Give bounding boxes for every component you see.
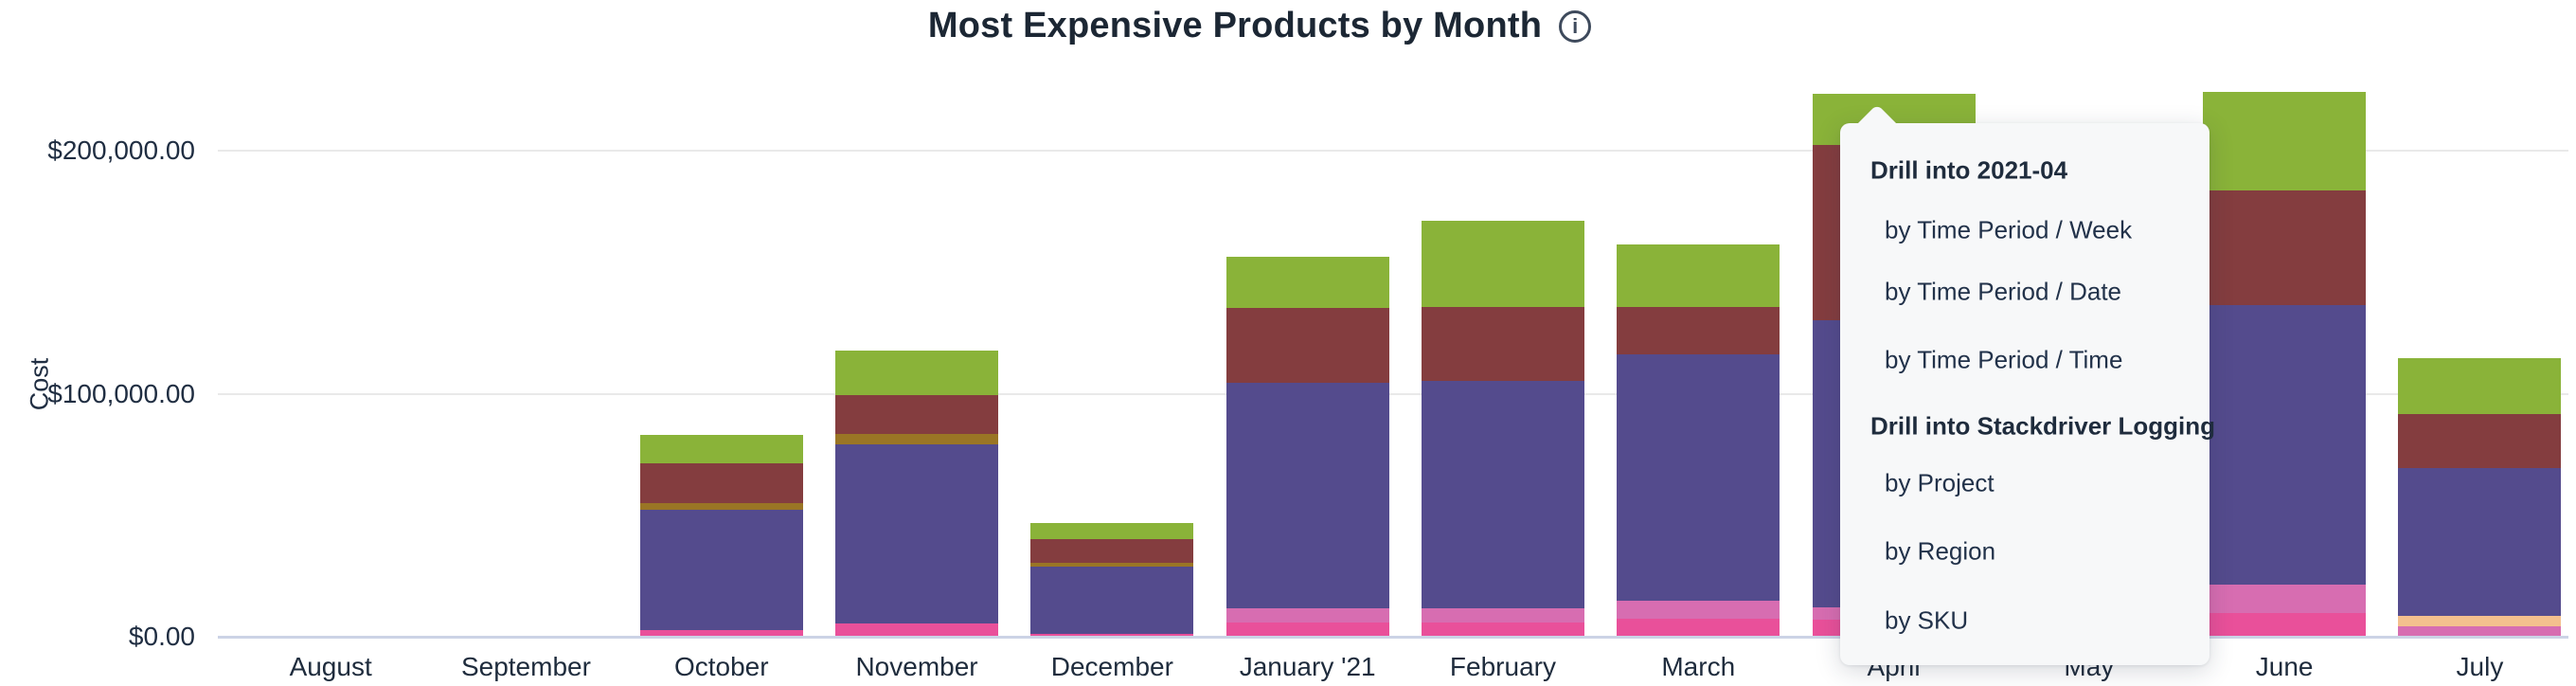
x-tick-label: September	[460, 652, 591, 681]
bar-segment-green[interactable]	[1421, 221, 1584, 308]
x-tick-label: July	[2456, 652, 2504, 681]
bar-segment-maroon[interactable]	[639, 463, 803, 504]
x-tick-label: June	[2255, 652, 2314, 681]
bar-segment-maroon[interactable]	[1421, 307, 1584, 382]
x-tick-label: December	[1050, 652, 1173, 681]
bar-segment-maroon[interactable]	[1617, 306, 1780, 354]
bar-segment-pink[interactable]	[2203, 613, 2367, 637]
bar-june	[2203, 92, 2367, 637]
bar-segment-maroon[interactable]	[2398, 414, 2562, 469]
bar-segment-green[interactable]	[1617, 244, 1780, 307]
bar-segment-pink[interactable]	[1225, 623, 1389, 637]
bar-segment-olive[interactable]	[835, 433, 999, 444]
x-tick-label: March	[1661, 652, 1736, 681]
x-tick-label: August	[289, 652, 372, 681]
bar-january-21	[1225, 257, 1389, 637]
bar-february	[1421, 221, 1584, 637]
bar-segment-purple[interactable]	[639, 510, 803, 631]
bar-segment-purple[interactable]	[2203, 305, 2367, 586]
bar-segment-pink[interactable]	[639, 630, 803, 637]
bar-segment-purple[interactable]	[1225, 383, 1389, 609]
menu-item-by-project[interactable]: by Project	[1885, 468, 1995, 497]
bar-segment-pink[interactable]	[1030, 633, 1194, 637]
x-axis-line	[218, 636, 2568, 639]
gridline	[218, 392, 2568, 395]
y-tick-label: $100,000.00	[47, 378, 195, 408]
bar-segment-peach[interactable]	[2398, 615, 2562, 626]
bar-segment-orchid[interactable]	[1225, 608, 1389, 623]
bar-segment-pink[interactable]	[835, 623, 999, 637]
bar-segment-orchid[interactable]	[2203, 585, 2367, 614]
menu-section-header: Drill into Stackdriver Logging	[1870, 411, 2216, 441]
bar-july	[2398, 358, 2562, 637]
y-tick-label: $0.00	[128, 622, 195, 651]
menu-item-by-sku[interactable]: by SKU	[1885, 605, 1969, 635]
menu-item-by-time-period-week[interactable]: by Time Period / Week	[1885, 215, 2133, 244]
y-tick-label: $200,000.00	[47, 135, 195, 165]
bar-segment-orchid[interactable]	[1617, 601, 1780, 620]
bar-segment-purple[interactable]	[2398, 468, 2562, 616]
bar-segment-orchid[interactable]	[2398, 625, 2562, 637]
bar-segment-orchid[interactable]	[1421, 608, 1584, 623]
bar-november	[835, 350, 999, 637]
bar-segment-maroon[interactable]	[835, 394, 999, 434]
menu-item-by-region[interactable]: by Region	[1885, 536, 1996, 566]
bar-segment-green[interactable]	[1225, 257, 1389, 309]
x-tick-label: January '21	[1239, 652, 1376, 681]
bar-segment-green[interactable]	[639, 435, 803, 464]
bar-segment-maroon[interactable]	[1225, 308, 1389, 384]
bar-segment-purple[interactable]	[835, 443, 999, 623]
bar-segment-green[interactable]	[2398, 358, 2562, 415]
bar-segment-maroon[interactable]	[2203, 190, 2367, 306]
bar-segment-purple[interactable]	[1421, 381, 1584, 609]
bar-segment-purple[interactable]	[1030, 566, 1194, 634]
bar-segment-olive[interactable]	[639, 503, 803, 511]
bar-segment-green[interactable]	[835, 350, 999, 395]
bar-october	[639, 435, 803, 637]
bar-segment-green[interactable]	[2203, 92, 2367, 191]
info-icon[interactable]: i	[1559, 9, 1592, 43]
gridline	[218, 150, 2568, 152]
bar-march	[1617, 244, 1780, 637]
x-tick-label: February	[1449, 652, 1556, 681]
menu-item-by-time-period-date[interactable]: by Time Period / Date	[1885, 277, 2121, 306]
bar-segment-pink[interactable]	[1617, 619, 1780, 637]
bar-segment-olive[interactable]	[1030, 562, 1194, 567]
chart-title: Most Expensive Products by Month	[927, 6, 1543, 45]
bar-segment-pink[interactable]	[1421, 623, 1584, 637]
chart-header: Most Expensive Products by Month i	[0, 6, 2519, 46]
menu-section-header: Drill into 2021-04	[1870, 155, 2068, 185]
x-tick-label: November	[855, 652, 978, 681]
drilldown-menu: Drill into 2021-04 by Time Period / Week b…	[1840, 103, 2216, 665]
bar-segment-purple[interactable]	[1617, 353, 1780, 602]
menu-item-by-time-period-time[interactable]: by Time Period / Time	[1885, 345, 2123, 374]
bar-segment-green[interactable]	[1030, 522, 1194, 539]
bar-december	[1030, 522, 1194, 637]
bar-segment-maroon[interactable]	[1030, 538, 1194, 563]
x-tick-label: October	[673, 652, 769, 681]
